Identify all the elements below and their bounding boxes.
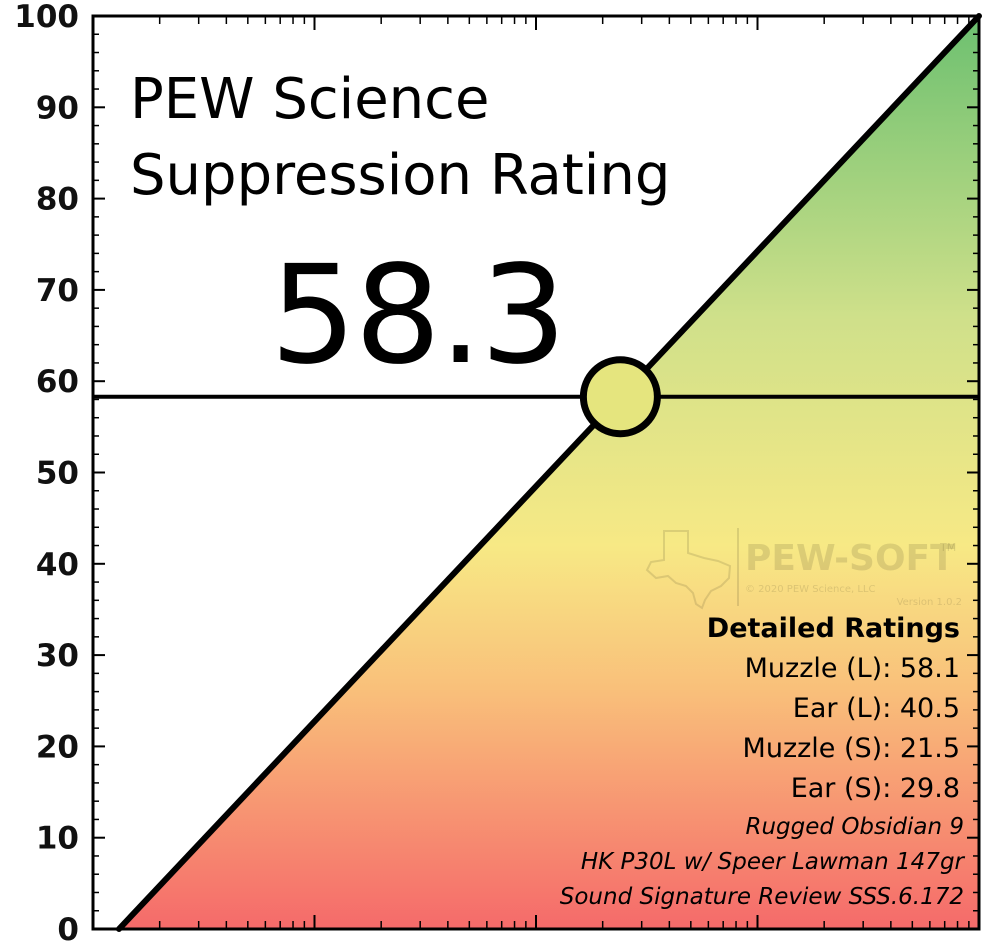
detail-muzzle-s: Muzzle (S): 21.5 [743,733,960,764]
detail-muzzle-l: Muzzle (L): 58.1 [745,653,960,684]
y-tick-label: 80 [36,182,79,218]
texas-outline-icon [645,530,732,610]
detailed-ratings-header: Detailed Ratings [707,613,960,644]
y-tick-label: 40 [36,547,79,583]
y-axis-tick-labels: 0 10 20 30 40 50 60 70 80 90 100 [14,0,79,948]
chart-subtitle: Suppression Rating [130,143,670,208]
info-host-ammo: HK P30L w/ Speer Lawman 147gr [581,849,966,875]
diagonal-line [116,13,982,932]
y-tick-label: 90 [36,90,79,126]
y-tick-label: 0 [57,912,79,948]
watermark-version: Version 1.0.2 [897,597,962,608]
y-tick-label: 20 [36,729,79,765]
pew-soft-watermark: PEW-SOFT TM © 2020 PEW Science, LLC Vers… [645,528,962,610]
watermark-brand: PEW-SOFT [745,538,955,579]
y-tick-label: 60 [36,364,79,400]
watermark-copyright: © 2020 PEW Science, LLC [745,584,875,595]
watermark-tm: TM [939,541,956,554]
y-tick-label: 70 [36,273,79,309]
detail-ear-l: Ear (L): 40.5 [793,693,960,724]
y-tick-label: 10 [36,821,79,857]
rating-score: 58.3 [270,237,565,395]
detail-ear-s: Ear (S): 29.8 [791,773,960,804]
y-tick-label: 100 [14,0,79,35]
axis-ticks [92,15,979,930]
info-suppressor: Rugged Obsidian 9 [746,814,965,840]
y-tick-label: 30 [36,638,79,674]
rating-marker [579,356,661,438]
chart-title: PEW Science [130,67,489,132]
info-review-id: Sound Signature Review SSS.6.172 [560,884,964,910]
y-tick-label: 50 [36,456,79,492]
